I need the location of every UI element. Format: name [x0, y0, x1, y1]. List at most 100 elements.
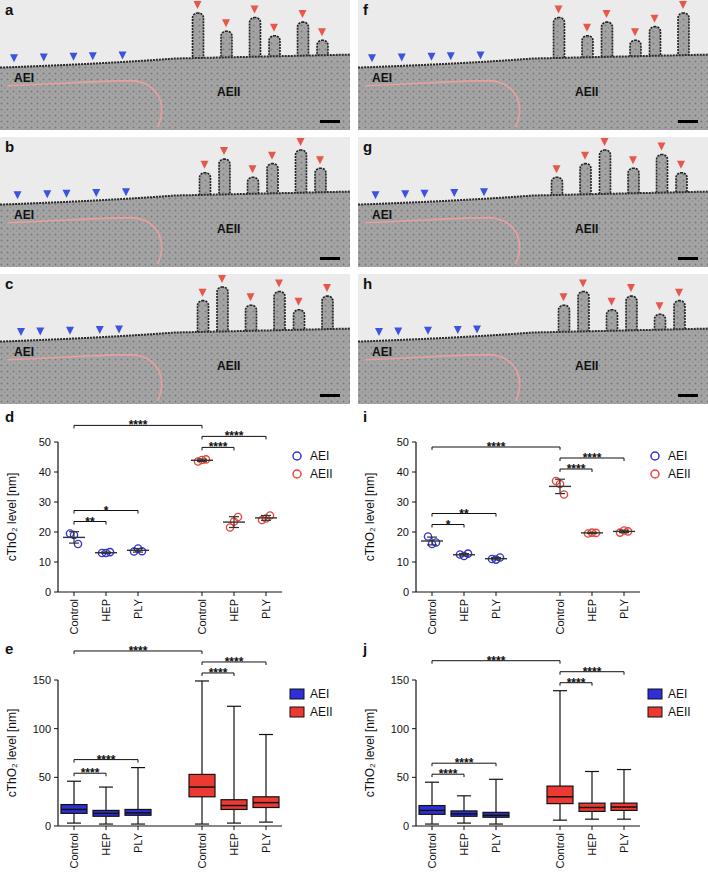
- whisker-cap: [131, 823, 145, 824]
- y-tick-label: 100: [33, 723, 51, 735]
- y-axis: [57, 680, 58, 826]
- significance-label: ****: [97, 753, 116, 767]
- significance-label: **: [459, 507, 469, 521]
- axis-title: cThO₂ level [nm]: [5, 709, 19, 798]
- y-tick: [54, 562, 58, 563]
- legend-label: AEII: [310, 705, 333, 719]
- x-tick: [106, 592, 107, 596]
- y-tick: [412, 728, 416, 729]
- whisker-cap: [131, 767, 145, 768]
- cell-label: AEII: [217, 85, 240, 99]
- red-arrowhead: [656, 302, 664, 310]
- y-tick: [412, 472, 416, 473]
- y-tick-label: 40: [397, 466, 409, 478]
- median: [125, 812, 151, 814]
- axis-title: cThO₂ level [nm]: [5, 473, 19, 562]
- blue-arrowhead: [122, 188, 130, 196]
- error-cap: [587, 533, 597, 534]
- blue-arrowhead: [92, 189, 100, 197]
- scale-bar: [320, 394, 340, 397]
- x-tick-label: Control: [426, 599, 438, 634]
- y-axis: [415, 680, 416, 826]
- micrograph-bg: [358, 274, 708, 404]
- x-tick-label: HEP: [228, 599, 240, 622]
- cell-label: AEI: [14, 345, 34, 359]
- error-cap: [133, 551, 143, 552]
- cell-border: [7, 81, 162, 128]
- significance-label: ****: [455, 756, 474, 770]
- error-bar: [559, 479, 560, 493]
- legend-label: AEI: [310, 449, 329, 463]
- tissue: [0, 192, 350, 267]
- error-cap: [69, 542, 79, 543]
- blue-arrowhead: [480, 188, 488, 196]
- y-tick: [54, 532, 58, 533]
- significance-label: ****: [487, 654, 506, 668]
- legend-swatch: [648, 689, 662, 699]
- x-tick-label: PLY: [618, 598, 630, 619]
- error-cap: [459, 555, 469, 556]
- significance-label: ****: [225, 655, 244, 669]
- y-tick: [412, 680, 416, 681]
- x-tick-label: HEP: [586, 599, 598, 622]
- cell-label: AEII: [575, 85, 598, 99]
- micrograph: hAEIAEII: [358, 274, 708, 404]
- cell-surface: [358, 55, 708, 68]
- y-tick: [412, 442, 416, 443]
- red-arrowhead: [222, 19, 230, 27]
- x-tick-label: Control: [426, 833, 438, 868]
- blue-arrowhead: [447, 52, 455, 60]
- blue-arrowhead: [473, 326, 481, 334]
- x-tick: [432, 826, 433, 830]
- box: [419, 806, 445, 815]
- whisker-cap: [227, 706, 241, 707]
- plot-area: [63, 456, 277, 557]
- error-cap: [491, 557, 501, 558]
- data-point: [74, 540, 81, 547]
- error-bar: [265, 516, 266, 521]
- micrograph-bg: [358, 137, 708, 267]
- median: [189, 786, 215, 788]
- median: [451, 813, 477, 815]
- blue-arrowhead: [36, 328, 44, 336]
- median: [221, 805, 247, 807]
- micrograph-bg: [0, 0, 350, 130]
- error-bar: [431, 537, 432, 545]
- x-tick-label: PLY: [132, 598, 144, 619]
- error-cap: [197, 461, 207, 462]
- cell-border: [365, 81, 520, 128]
- cell-label: AEII: [217, 222, 240, 236]
- legend-marker: [651, 452, 659, 460]
- x-tick-label: HEP: [228, 833, 240, 856]
- scale-bar: [320, 120, 340, 123]
- micrograph-image: [358, 0, 708, 130]
- whisker: [105, 787, 106, 824]
- significance-label: ****: [487, 440, 506, 454]
- red-arrowhead: [603, 10, 611, 18]
- blue-arrowhead: [372, 191, 380, 199]
- error-cap: [69, 531, 79, 532]
- x-tick-label: PLY: [490, 832, 502, 853]
- y-tick-label: 50: [39, 436, 51, 448]
- cell-border: [365, 355, 520, 402]
- whisker-cap: [489, 823, 503, 824]
- y-tick: [54, 592, 58, 593]
- y-tick-label: 150: [33, 674, 51, 686]
- whisker: [265, 735, 266, 823]
- micrograph: cAEIAEII: [0, 274, 350, 404]
- y-tick-label: 0: [403, 586, 409, 598]
- y-tick: [54, 502, 58, 503]
- red-arrowhead: [270, 24, 278, 32]
- tissue: [358, 329, 708, 404]
- y-tick-label: 50: [397, 771, 409, 783]
- panel-letter: d: [5, 408, 14, 425]
- red-arrowhead: [318, 28, 326, 36]
- y-axis: [57, 442, 58, 592]
- error-cap: [459, 553, 469, 554]
- y-tick-label: 10: [39, 556, 51, 568]
- mean-line: [95, 552, 117, 553]
- y-tick-label: 20: [39, 526, 51, 538]
- panel-letter: a: [5, 1, 14, 18]
- whisker-cap: [553, 690, 567, 691]
- blue-arrowhead: [477, 51, 485, 59]
